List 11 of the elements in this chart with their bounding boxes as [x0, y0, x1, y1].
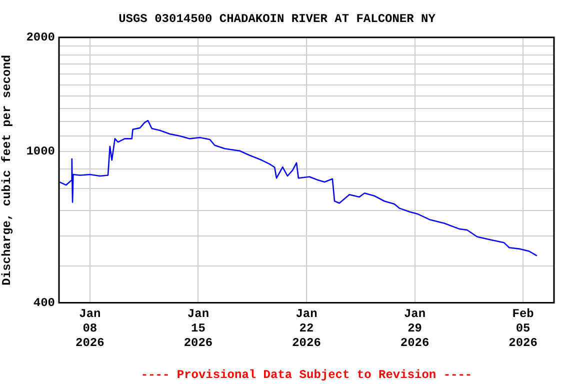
x-tick-label: Feb 05 2026: [508, 307, 538, 350]
y-tick-label: 2000: [26, 30, 55, 44]
y-tick-label: 1000: [26, 144, 55, 159]
y-tick-label: 400: [33, 296, 55, 310]
x-tick-label: Jan 29 2026: [400, 307, 430, 350]
x-tick-label: Jan 15 2026: [184, 307, 213, 350]
chart-title: USGS 03014500 CHADAKOIN RIVER AT FALCONER NY: [118, 12, 436, 26]
x-tick-label: Jan 08 2026: [76, 307, 104, 350]
x-tick-label: Jan 22 2026: [292, 307, 321, 350]
y-axis-title: Discharge, cubic feet per second: [0, 54, 14, 286]
text: ---- Provisional Data Subject to Revision ----: [140, 368, 472, 382]
